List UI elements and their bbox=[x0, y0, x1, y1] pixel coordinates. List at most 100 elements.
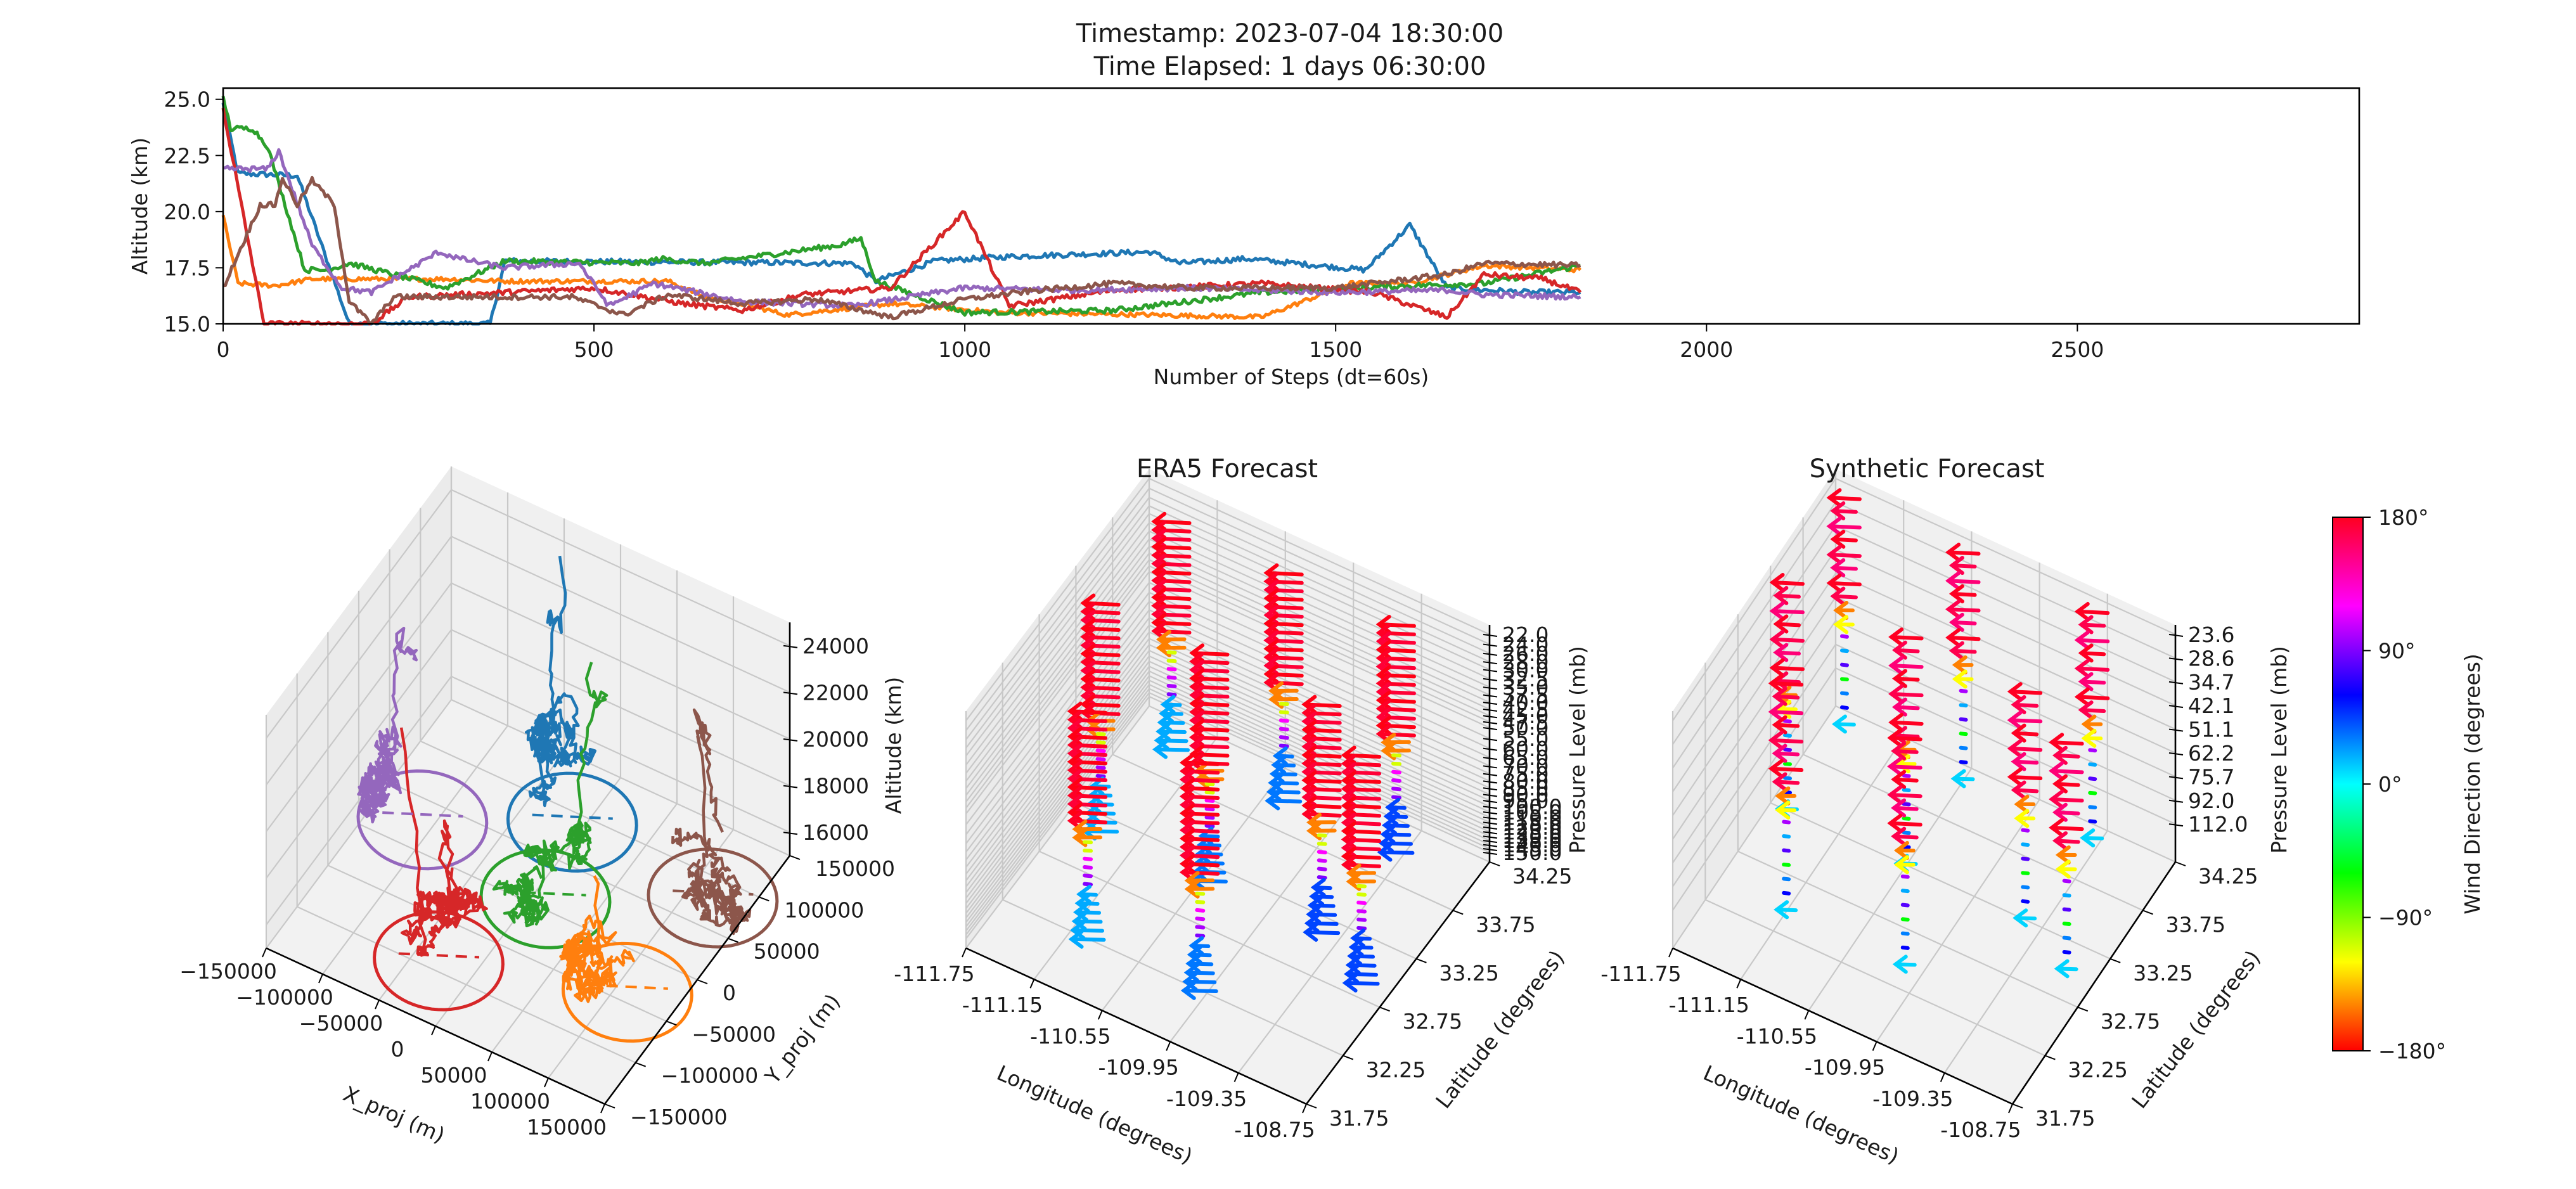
era5-wind-vector bbox=[1081, 660, 1121, 666]
y-tick-mark bbox=[604, 1103, 615, 1109]
era5-wind-vector bbox=[1068, 776, 1108, 783]
synthetic-wind-vector-head bbox=[1768, 730, 1784, 750]
z-tick-mark bbox=[1483, 727, 1498, 731]
era5-wind-vector bbox=[1342, 753, 1382, 759]
synthetic-wind-vector bbox=[2021, 899, 2030, 904]
era5-wind-vector bbox=[1265, 646, 1304, 653]
x-tick-label: -110.55 bbox=[1030, 1024, 1111, 1048]
synthetic-wind-vector bbox=[2075, 666, 2110, 672]
left-gridline bbox=[965, 644, 1150, 887]
x-tick-mark bbox=[318, 974, 323, 984]
synthetic-wind-vector bbox=[1890, 635, 1924, 641]
z-tick-mark bbox=[1483, 757, 1498, 761]
synthetic-wind-vector bbox=[1950, 648, 1977, 654]
era5-wind-vector bbox=[1068, 751, 1108, 757]
era5-wind-vector bbox=[1081, 693, 1121, 700]
synthetic-wind-vector-head bbox=[1833, 600, 1849, 620]
x-tick-label: 2500 bbox=[2051, 337, 2104, 362]
synthetic-wind-vector bbox=[1900, 903, 1910, 908]
back-gridline bbox=[1149, 624, 1490, 782]
left-gridline bbox=[1672, 478, 1836, 721]
z-tick-label: 16000 bbox=[802, 820, 869, 845]
trajectory-balloon-4 bbox=[399, 727, 488, 957]
era5-wind-vector bbox=[1083, 865, 1093, 870]
synthetic-wind-vector bbox=[2053, 810, 2080, 816]
z-tick-label: 42.1 bbox=[2188, 693, 2234, 718]
era5-wind-vector bbox=[1265, 579, 1304, 585]
synthetic-wind-vector bbox=[1827, 553, 1862, 558]
z-tick-mark bbox=[1483, 652, 1498, 656]
era5-wind-vector bbox=[1187, 961, 1214, 967]
back-gridline bbox=[1149, 477, 1490, 635]
synthetic-wind-vector-head bbox=[1948, 584, 1964, 603]
synthetic-wind-vector bbox=[1900, 917, 1910, 922]
era5-wind-vector bbox=[1356, 925, 1367, 930]
era5-wind-vector bbox=[1166, 692, 1177, 697]
synthetic-wind-vector-head bbox=[2052, 802, 2068, 822]
floor-gridline bbox=[1002, 899, 1344, 1057]
z-tick-label: 92.0 bbox=[2188, 788, 2234, 813]
synthetic-wind-vector-head bbox=[1891, 826, 1907, 846]
synthetic-wind-vector bbox=[2021, 842, 2030, 847]
y-tick-mark bbox=[1306, 1103, 1317, 1109]
era5-wind-vector bbox=[1185, 970, 1215, 975]
synthetic-wind-vector-head bbox=[2012, 908, 2028, 928]
synthetic-wind-vector-head bbox=[2011, 780, 2026, 800]
synthetic-wind-vector-head bbox=[1892, 669, 1908, 688]
synthetic-wind-vector bbox=[1839, 634, 1849, 639]
synthetic-wind-vector bbox=[2079, 622, 2106, 628]
floor-gridline bbox=[1876, 799, 2040, 1043]
era5-wind-vector bbox=[1391, 778, 1401, 783]
left-gridline bbox=[1672, 501, 1836, 745]
left-gridline bbox=[1672, 644, 1836, 887]
left-gridline bbox=[266, 629, 452, 879]
synthetic-wind-vector bbox=[1773, 723, 1800, 728]
synthetic-wind-vector bbox=[1769, 681, 1804, 687]
era5-wind-vector bbox=[1391, 769, 1401, 774]
synthetic-wind-vector bbox=[2008, 746, 2043, 752]
z-tick-mark bbox=[1483, 678, 1498, 681]
synthetic-wind-vector-head bbox=[1891, 798, 1907, 818]
era5-wind-vector bbox=[1072, 919, 1103, 924]
synthetic-wind-vector bbox=[1888, 764, 1922, 770]
era5-wind-vector bbox=[1342, 863, 1382, 868]
x-tick-label: 0 bbox=[217, 337, 230, 362]
colorbar-tick-label: −90° bbox=[2378, 906, 2433, 930]
synthetic-wind-vector-head bbox=[1892, 954, 1908, 974]
era5-wind-vector bbox=[1204, 781, 1215, 787]
era5-wind-vector bbox=[1346, 963, 1377, 968]
era5-wind-vector bbox=[1152, 629, 1192, 635]
era5-wind-vector bbox=[1152, 536, 1192, 542]
series-line-balloon-6 bbox=[222, 176, 1581, 325]
x-tick-label: -111.75 bbox=[894, 961, 974, 986]
back-gridline bbox=[1149, 546, 1490, 704]
era5-wind-vector bbox=[1317, 833, 1327, 838]
floor-gridline bbox=[1149, 705, 1490, 863]
synthetic-wind-vector-head bbox=[1887, 728, 1903, 748]
trajectory-balloon-3 bbox=[492, 662, 609, 928]
era5-wind-vector bbox=[1152, 578, 1192, 584]
era5-wind-vector bbox=[1155, 738, 1188, 743]
synthetic-wind-vector bbox=[2008, 690, 2043, 695]
synthetic-wind-vector bbox=[1769, 738, 1804, 744]
y-tick-label: 32.25 bbox=[2068, 1058, 2127, 1083]
floor-gridline bbox=[965, 705, 1150, 949]
era5-wind-vector bbox=[1083, 882, 1093, 887]
z-tick-mark bbox=[1483, 780, 1498, 784]
y-tick-mark bbox=[2045, 1055, 2056, 1060]
era5-wind-vector bbox=[1152, 612, 1192, 618]
era5-wind-vector bbox=[1081, 677, 1121, 683]
floor-gridline bbox=[1672, 705, 1836, 949]
z-tick-mark bbox=[783, 691, 798, 695]
era5-wind-vector-head bbox=[1381, 741, 1396, 761]
back-gridline bbox=[1149, 650, 1490, 807]
back-gridline bbox=[1149, 571, 1490, 729]
era5-wind-vector-head bbox=[1072, 828, 1088, 847]
z-tick-label: 22000 bbox=[802, 680, 869, 705]
back-gridline bbox=[1835, 549, 2176, 707]
floor-gridline bbox=[1112, 754, 1453, 911]
back-gridline bbox=[1149, 565, 1490, 723]
y-tick-label: −150000 bbox=[630, 1105, 728, 1129]
era5-wind-vector bbox=[1342, 770, 1382, 776]
synthetic-wind-vector-head bbox=[1769, 601, 1785, 620]
